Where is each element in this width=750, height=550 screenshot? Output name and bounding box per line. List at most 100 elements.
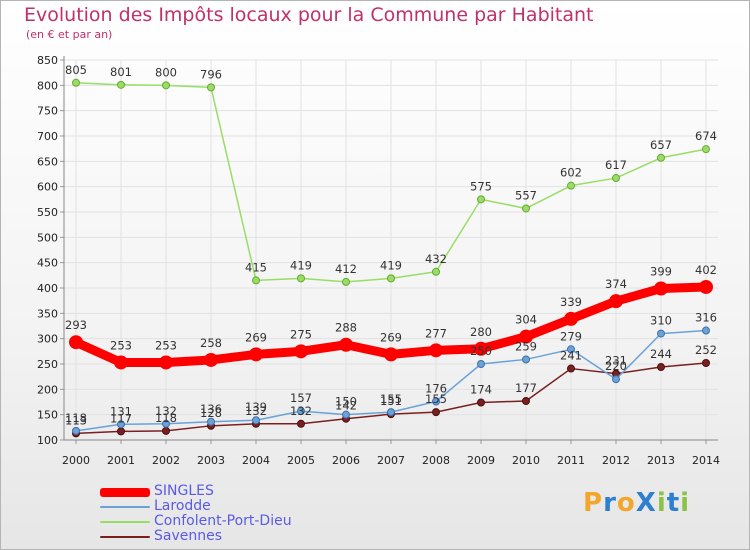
data-point-savennes [117, 427, 125, 436]
data-label-singles: 269 [380, 330, 402, 344]
data-point-confolent-port-dieu [162, 81, 170, 90]
chart-title: Evolution des Impôts locaux pour la Comm… [24, 4, 594, 26]
data-label-larodde: 136 [200, 402, 222, 416]
data-label-confolent-port-dieu: 800 [155, 65, 177, 79]
data-point-savennes [567, 364, 575, 373]
data-label-larodde: 250 [470, 344, 492, 358]
data-point-singles [384, 347, 398, 362]
data-label-larodde: 220 [605, 359, 627, 373]
data-label-confolent-port-dieu: 419 [380, 258, 402, 272]
y-tick-label: 700 [37, 130, 58, 143]
data-label-savennes: 252 [695, 343, 717, 357]
data-label-larodde: 132 [155, 404, 177, 418]
data-label-larodde: 118 [65, 411, 87, 425]
x-tick-label: 2000 [62, 454, 90, 467]
data-point-larodde [252, 416, 260, 425]
y-tick-label: 300 [37, 333, 58, 346]
data-label-confolent-port-dieu: 805 [65, 63, 87, 77]
data-label-confolent-port-dieu: 796 [200, 67, 222, 81]
data-point-savennes [657, 363, 665, 372]
y-tick-label: 750 [37, 105, 58, 118]
data-point-larodde [297, 407, 305, 416]
data-point-larodde [207, 417, 215, 426]
logo-letter: i [680, 488, 691, 518]
data-point-confolent-port-dieu [117, 80, 125, 89]
x-tick-label: 2013 [647, 454, 675, 467]
legend-label: SINGLES [154, 483, 214, 499]
data-point-confolent-port-dieu [702, 145, 710, 154]
data-point-confolent-port-dieu [567, 181, 575, 190]
data-label-singles: 288 [335, 321, 357, 335]
data-label-savennes: 142 [335, 399, 357, 413]
data-label-savennes: 151 [380, 394, 402, 408]
data-label-confolent-port-dieu: 419 [290, 258, 312, 272]
data-label-confolent-port-dieu: 575 [470, 179, 492, 193]
data-label-larodde: 259 [515, 339, 537, 353]
x-tick-label: 2014 [692, 454, 720, 467]
data-label-savennes: 132 [245, 404, 267, 418]
data-label-singles: 339 [560, 295, 582, 309]
data-label-confolent-port-dieu: 602 [560, 166, 582, 180]
data-label-confolent-port-dieu: 674 [695, 129, 717, 143]
data-label-savennes: 177 [515, 381, 537, 395]
data-label-singles: 374 [605, 277, 627, 291]
data-label-savennes: 241 [560, 349, 582, 363]
data-label-larodde: 131 [110, 404, 132, 418]
data-point-singles [114, 355, 128, 370]
data-label-savennes: 174 [470, 383, 492, 397]
data-label-larodde: 157 [290, 391, 312, 405]
data-point-savennes [477, 398, 485, 407]
data-label-savennes: 244 [650, 347, 672, 361]
logo-letter: X [635, 488, 657, 518]
x-tick-label: 2006 [332, 454, 360, 467]
data-label-savennes: 128 [200, 406, 222, 420]
data-point-savennes [297, 419, 305, 428]
legend-label: Confolent-Port-Dieu [154, 513, 292, 529]
data-point-confolent-port-dieu [72, 78, 80, 87]
data-label-confolent-port-dieu: 617 [605, 158, 627, 172]
y-tick-label: 100 [37, 434, 58, 447]
data-label-singles: 277 [425, 326, 447, 340]
data-label-singles: 253 [155, 338, 177, 352]
legend-swatch [100, 487, 150, 497]
data-label-larodde: 176 [425, 381, 447, 395]
data-label-singles: 269 [245, 330, 267, 344]
data-point-larodde [702, 326, 710, 335]
data-point-larodde [72, 426, 80, 435]
logo-letter: i [656, 488, 667, 518]
data-point-larodde [612, 375, 620, 384]
data-point-confolent-port-dieu [207, 83, 215, 92]
data-label-confolent-port-dieu: 557 [515, 188, 537, 202]
data-point-singles [204, 352, 218, 367]
data-label-savennes: 231 [605, 354, 627, 368]
data-label-larodde: 279 [560, 329, 582, 343]
y-tick-label: 250 [37, 358, 58, 371]
data-point-confolent-port-dieu [477, 195, 485, 204]
data-point-larodde [342, 410, 350, 419]
data-label-singles: 293 [65, 318, 87, 332]
y-tick-label: 800 [37, 79, 58, 92]
y-tick-label: 450 [37, 257, 58, 270]
data-point-larodde [162, 419, 170, 428]
y-tick-label: 600 [37, 181, 58, 194]
x-tick-label: 2005 [287, 454, 315, 467]
data-label-singles: 258 [200, 336, 222, 350]
y-tick-label: 400 [37, 282, 58, 295]
data-point-singles [699, 279, 713, 294]
data-point-confolent-port-dieu [387, 274, 395, 283]
data-point-savennes [432, 408, 440, 417]
data-label-larodde: 139 [245, 400, 267, 414]
legend-swatch [100, 506, 150, 508]
data-point-larodde [387, 408, 395, 417]
data-point-larodde [117, 420, 125, 429]
data-point-confolent-port-dieu [297, 274, 305, 283]
data-point-larodde [477, 360, 485, 368]
data-point-confolent-port-dieu [252, 276, 260, 285]
y-tick-label: 550 [37, 206, 58, 219]
data-point-confolent-port-dieu [432, 267, 440, 276]
proxiti-logo: ProXiti [583, 488, 690, 518]
data-point-savennes [162, 426, 170, 435]
data-label-confolent-port-dieu: 415 [245, 260, 267, 274]
